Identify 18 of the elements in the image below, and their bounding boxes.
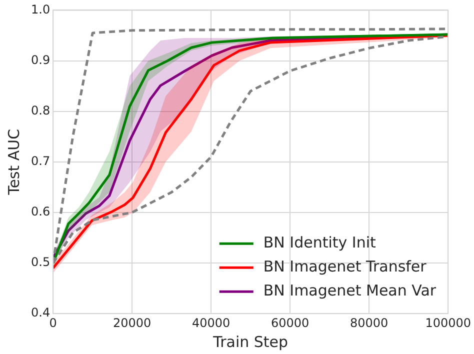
x-axis-title: Train Step (212, 332, 288, 351)
x-tick-label: 80000 (350, 316, 388, 330)
legend-label: BN Imagenet Mean Var (263, 281, 437, 300)
x-tick-label: 20000 (112, 316, 152, 330)
y-tick-label: 0.6 (30, 204, 50, 219)
y-tick-label: 0.8 (30, 103, 50, 118)
legend-label: BN Imagenet Transfer (263, 257, 428, 276)
x-tick-label: 0 (49, 316, 57, 330)
x-tick-label: 40000 (192, 316, 230, 330)
y-tick-label: 0.9 (30, 52, 50, 67)
y-tick-label: 0.7 (30, 154, 50, 168)
legend-label: BN Identity Init (263, 233, 376, 252)
y-tick-label: 0.5 (30, 255, 50, 270)
y-tick-label: 1.0 (30, 2, 50, 16)
y-axis-title: Test AUC (4, 128, 23, 196)
y-tick-label: 0.4 (30, 306, 50, 320)
x-tick-label: 60000 (270, 316, 310, 330)
x-tick-label: 100000 (425, 316, 471, 330)
